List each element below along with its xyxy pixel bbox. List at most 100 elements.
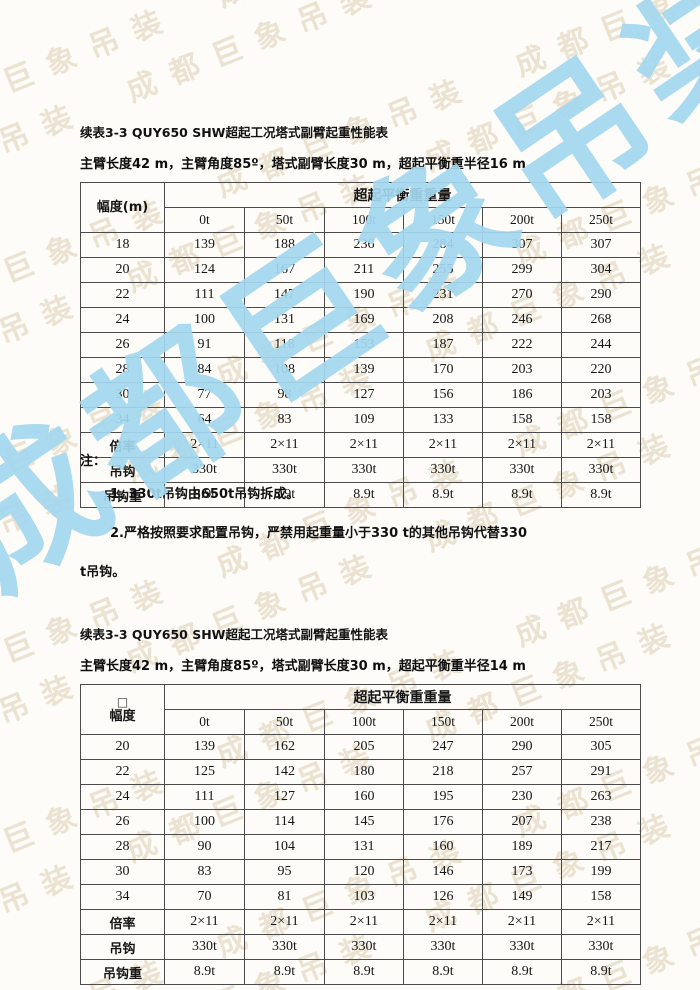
table-1-group-header-row: 幅度(m) 超起平衡重重量	[80, 182, 641, 233]
table-1-cell-6-2: 127	[324, 382, 404, 408]
table-2-cell-2-3: 195	[403, 784, 483, 810]
table-2-cell-4-1: 104	[244, 834, 325, 860]
table-1-cell-3-1: 131	[244, 307, 325, 333]
table-2-cell-3-3: 176	[403, 809, 483, 835]
table-1-cell-0-4: 307	[482, 232, 562, 258]
table-1-cell-4-4: 222	[482, 332, 562, 358]
table-1-cell-3-0: 100	[164, 307, 245, 333]
table-1-cell-5-0: 84	[164, 357, 245, 383]
table-2-cell-3-1: 114	[244, 809, 325, 835]
table-2-cell-4-3: 160	[403, 834, 483, 860]
table-2-cell-0-4: 290	[482, 734, 562, 760]
table-2-cell-5-1: 95	[244, 859, 325, 885]
table-row: 20 139 162 205 247 290 305	[80, 734, 641, 760]
notes-heading: 注：	[80, 454, 107, 469]
table-2-cell-8-2: 330t	[324, 934, 404, 960]
table-1-cell-4-5: 244	[561, 332, 641, 358]
section-2-table-wrap: □ 幅度 超起平衡重重量 0t 50t 100t 150t 200t 250t …	[0, 684, 700, 985]
table-1-cell-0-5: 307	[561, 232, 641, 258]
table-1-cell-7-1: 83	[244, 407, 325, 433]
table-1-cell-7-3: 133	[403, 407, 483, 433]
table-2-cell-6-2: 103	[324, 884, 404, 910]
table-1-cell-8-3: 2×11	[403, 432, 483, 458]
table-2-col-0: 0t	[164, 709, 245, 735]
table-2-row-7-label: 倍率	[80, 909, 165, 935]
table-1-cell-10-4: 8.9t	[482, 482, 562, 508]
table-row: 倍率 2×11 2×11 2×11 2×11 2×11 2×11	[80, 909, 641, 935]
table-2-col-3: 150t	[403, 709, 483, 735]
table-1-col-3: 150t	[403, 207, 483, 233]
table-2-cell-6-1: 81	[244, 884, 325, 910]
table-2-cell-9-2: 8.9t	[324, 959, 404, 985]
table-2-column-header-row: 0t 50t 100t 150t 200t 250t	[81, 709, 641, 735]
table-1-cell-0-3: 284	[403, 232, 483, 258]
table-2-cell-1-0: 125	[164, 759, 245, 785]
table-1-cell-3-5: 268	[561, 307, 641, 333]
table-1-cell-5-2: 139	[324, 357, 404, 383]
table-1-cell-0-0: 139	[164, 232, 245, 258]
table-2-corner-label: 幅度	[109, 708, 136, 724]
section-1-subtitle-wrap: 主臂长度42 m，主臂角度85º，塔式副臂长度30 m，超起平衡重半径16 m	[0, 153, 700, 172]
table-2-row-6-label: 34	[80, 884, 165, 910]
table-1-cell-10-2: 8.9t	[324, 482, 404, 508]
table-2-cell-8-1: 330t	[244, 934, 325, 960]
table-row: 吊钩重 8.9t 8.9t 8.9t 8.9t 8.9t 8.9t	[80, 482, 641, 508]
watermark-tile-row: 成都巨象吊装 成都巨象吊装 成都巨象吊装 成都巨象吊装 成都巨象吊装	[0, 0, 700, 41]
table-1-row-7-label: 34	[80, 407, 165, 433]
table-1-cell-3-3: 208	[403, 307, 483, 333]
table-1-cell-4-2: 153	[324, 332, 404, 358]
table-1-cell-5-3: 170	[403, 357, 483, 383]
table-2-cell-1-3: 218	[403, 759, 483, 785]
table-1-cell-3-2: 169	[324, 307, 404, 333]
table-1-cell-1-2: 211	[324, 257, 404, 283]
table-1-cell-10-1: 8.9t	[244, 482, 325, 508]
table-1-cell-4-3: 187	[403, 332, 483, 358]
table-1-cell-0-2: 236	[324, 232, 404, 258]
table-1-cell-9-1: 330t	[244, 457, 325, 483]
table-2-cell-9-5: 8.9t	[561, 959, 641, 985]
table-2-cell-9-1: 8.9t	[244, 959, 325, 985]
table-2-cell-6-0: 70	[164, 884, 245, 910]
table-2-cell-0-2: 205	[324, 734, 404, 760]
table-1-row-1-label: 20	[80, 257, 165, 283]
table-1-cell-1-0: 124	[164, 257, 245, 283]
table-2-col-2: 100t	[324, 709, 404, 735]
table-row: 20 124 167 211 255 299 304	[80, 257, 641, 283]
table-1-cell-1-3: 255	[403, 257, 483, 283]
table-1-cell-5-4: 203	[482, 357, 562, 383]
table-1-row-3-label: 24	[80, 307, 165, 333]
table-2-cell-5-3: 146	[403, 859, 483, 885]
table-row: 22 111 147 190 231 270 290	[80, 282, 641, 308]
table-2-row-9-label: 吊钩重	[80, 959, 165, 985]
table-2-cell-2-0: 111	[164, 784, 245, 810]
table-2-cell-3-5: 238	[561, 809, 641, 835]
document-section-2: 续表3-3 QUY650 SHW超起工况塔式副臂起重性能表	[0, 624, 700, 643]
table-1-cell-1-4: 299	[482, 257, 562, 283]
performance-table-1: 幅度(m) 超起平衡重重量 0t 50t 100t 150t 200t 250t…	[80, 182, 641, 508]
table-1-cell-4-1: 118	[244, 332, 325, 358]
table-1-cell-1-5: 304	[561, 257, 641, 283]
table-2-cell-2-5: 263	[561, 784, 641, 810]
table-1-cell-2-3: 231	[403, 282, 483, 308]
table-1-row-4-label: 26	[80, 332, 165, 358]
table-row: 26 91 118 153 187 222 244	[80, 332, 641, 358]
table-2-row-0-label: 20	[80, 734, 165, 760]
section-1-table-wrap: 幅度(m) 超起平衡重重量 0t 50t 100t 150t 200t 250t…	[0, 182, 700, 508]
table-1-cell-4-0: 91	[164, 332, 245, 358]
section-1-title: 续表3-3 QUY650 SHW超起工况塔式副臂起重性能表	[80, 125, 388, 140]
table-row: 吊钩 330t 330t 330t 330t 330t 330t	[80, 934, 641, 960]
table-row: 34 70 81 103 126 149 158	[80, 884, 641, 910]
table-2-cell-4-5: 217	[561, 834, 641, 860]
table-1-group-header: 超起平衡重重量	[164, 182, 641, 208]
table-2-col-5: 250t	[561, 709, 641, 735]
table-2-cell-7-4: 2×11	[482, 909, 562, 935]
table-2-row-3-label: 26	[80, 809, 165, 835]
section-2-subtitle-wrap: 主臂长度42 m，主臂角度85º，塔式副臂长度30 m，超起平衡重半径14 m	[0, 655, 700, 674]
table-1-col-1: 50t	[244, 207, 325, 233]
document-section-1: 续表3-3 QUY650 SHW超起工况塔式副臂起重性能表	[0, 122, 700, 141]
table-1-col-4: 200t	[482, 207, 562, 233]
table-2-cell-9-3: 8.9t	[403, 959, 483, 985]
table-2-cell-6-3: 126	[403, 884, 483, 910]
table-1-cell-2-2: 190	[324, 282, 404, 308]
table-2-cell-0-0: 139	[164, 734, 245, 760]
